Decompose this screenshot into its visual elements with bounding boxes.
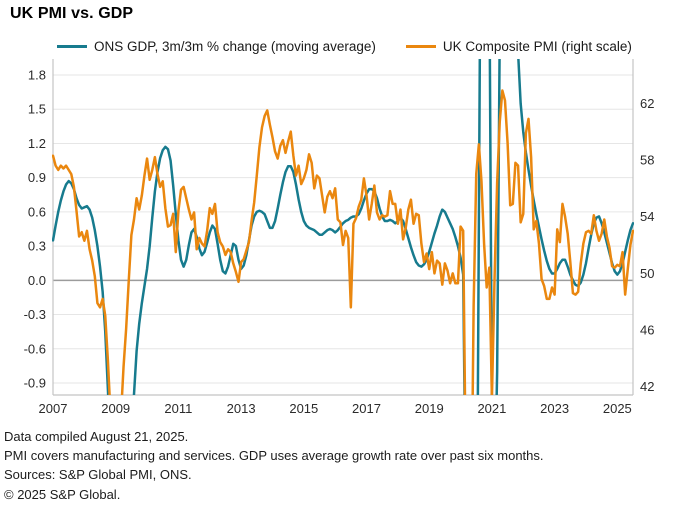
right-axis-labels: 62 58 54 50 46 42 (640, 96, 654, 394)
gdp-line-swatch (57, 44, 87, 49)
left-axis-tick-label: -0.6 (24, 341, 46, 356)
chart-title: UK PMI vs. GDP (10, 5, 134, 22)
right-axis-tick-label: 46 (640, 323, 654, 338)
left-axis-tick-label: 0.6 (28, 204, 46, 219)
left-axis-tick-label: 1.8 (28, 68, 46, 83)
left-axis-tick-label: 0.9 (28, 170, 46, 185)
gdp-line (52, 59, 634, 395)
right-axis-tick-label: 50 (640, 266, 654, 281)
footnotes: Data compiled August 21, 2025. PMI cover… (4, 427, 544, 504)
right-axis-tick-label: 54 (640, 209, 654, 224)
left-axis-tick-label: -0.9 (24, 376, 46, 391)
left-axis-tick-label: 1.2 (28, 136, 46, 151)
x-axis-tick-label: 2021 (477, 401, 506, 416)
legend: ONS GDP, 3m/3m % change (moving average)… (57, 39, 632, 54)
x-axis-tick-label: 2019 (415, 401, 444, 416)
pmi-line-swatch (405, 44, 436, 49)
legend-item-pmi: UK Composite PMI (right scale) (405, 39, 632, 54)
legend-item-gdp: ONS GDP, 3m/3m % change (moving average) (57, 39, 376, 54)
right-axis-tick-label: 42 (640, 379, 654, 394)
legend-label-pmi: UK Composite PMI (right scale) (442, 39, 632, 54)
legend-label-gdp: ONS GDP, 3m/3m % change (moving average) (94, 39, 376, 54)
footnote-sources: Sources: S&P Global PMI, ONS. (4, 467, 192, 483)
x-axis-tick-label: 2023 (540, 401, 569, 416)
left-axis-labels: 1.8 1.5 1.2 0.9 0.6 0.3 0.0 -0.3 -0.6 -0.9 (24, 68, 46, 391)
x-axis-tick-label: 2017 (352, 401, 381, 416)
x-axis-tick-label: 2007 (39, 401, 68, 416)
x-axis-tick-label: 2015 (289, 401, 318, 416)
footnote-definition: PMI covers manufacturing and services. G… (4, 448, 544, 464)
pmi-line (52, 89, 634, 395)
left-axis-tick-label: -0.3 (24, 307, 46, 322)
left-axis-tick-label: 0.3 (28, 239, 46, 254)
left-axis-tick-label: 1.5 (28, 102, 46, 117)
x-axis-tick-label: 2025 (603, 401, 632, 416)
footnote-copyright: © 2025 S&P Global. (4, 486, 121, 502)
gridlines (53, 74, 633, 384)
x-axis-tick-label: 2009 (101, 401, 130, 416)
left-axis-tick-label: 0.0 (28, 273, 46, 288)
right-axis-tick-label: 62 (640, 96, 654, 111)
x-axis-labels: 2007 2009 2011 2013 2015 2017 2019 2021 2023 2025 (39, 401, 632, 416)
axis-frame (52, 59, 634, 396)
x-axis-tick-label: 2013 (227, 401, 256, 416)
footnote-compiled: Data compiled August 21, 2025. (4, 429, 189, 444)
right-axis-tick-label: 58 (640, 152, 654, 167)
x-axis-tick-label: 2011 (164, 401, 192, 416)
